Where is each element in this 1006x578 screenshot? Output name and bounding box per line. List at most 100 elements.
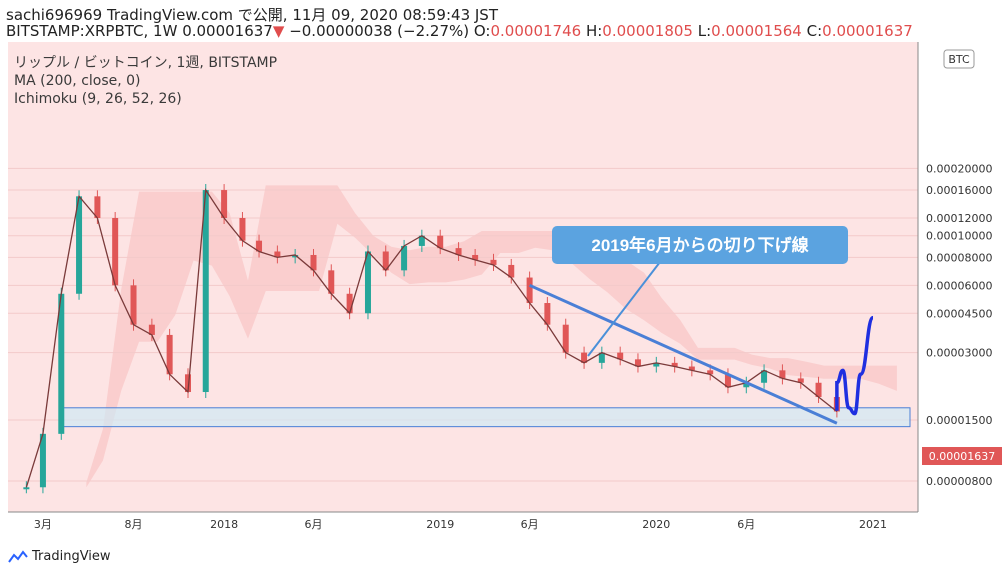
candle-body	[310, 254, 317, 271]
candle-body	[761, 370, 768, 383]
y-tick-label: 0.00003000	[926, 347, 992, 360]
candle-body	[562, 324, 569, 353]
y-tick-label: 0.00010000	[926, 230, 992, 243]
tradingview-logo-icon	[8, 549, 28, 563]
candle-body	[202, 190, 209, 393]
symbol-label: BITSTAMP:XRPBTC, 1W	[6, 22, 178, 40]
high-label: H:	[585, 22, 603, 40]
candle-body	[76, 196, 83, 294]
candle-body	[617, 352, 624, 360]
candle-body	[256, 240, 263, 252]
candle-body	[184, 374, 191, 393]
candle-body	[671, 362, 678, 367]
y-tick-label: 0.00008000	[926, 251, 992, 264]
candle-body	[526, 277, 533, 304]
high-value: 0.00001805	[602, 22, 693, 40]
candle-body	[39, 433, 46, 488]
x-tick-label: 2020	[642, 518, 670, 531]
annotation-box[interactable]	[552, 226, 848, 264]
y-tick-label: 0.00020000	[926, 162, 992, 175]
candle-body	[437, 235, 444, 249]
candle-body	[130, 285, 137, 325]
low-label: L:	[697, 22, 712, 40]
x-tick-label: 2018	[210, 518, 238, 531]
price-label-text: 0.00001637	[929, 450, 995, 463]
y-tick-label: 0.00000800	[926, 475, 992, 488]
candle-body	[346, 293, 353, 314]
x-tick-label: 8月	[125, 518, 143, 531]
candle-body	[239, 218, 246, 241]
y-tick-label: 0.00001500	[926, 414, 992, 427]
kumo-area	[86, 185, 897, 488]
x-tick-label: 2021	[859, 518, 887, 531]
candle-body	[112, 218, 119, 286]
close-value: 0.00001637	[822, 22, 913, 40]
candle-body	[455, 248, 462, 255]
x-axis: 3月 8月 2018 6月 2019 6月 2020 6月 2021	[34, 518, 887, 531]
candle-body	[797, 378, 804, 383]
candle-body	[401, 245, 408, 271]
open-value: 0.00001746	[490, 22, 582, 40]
trendline[interactable]	[528, 283, 838, 425]
x-tick-label: 6月	[521, 518, 539, 531]
close-line	[25, 188, 838, 488]
last-price: 0.00001637	[182, 22, 273, 40]
publish-info: sachi696969 TradingView.com で公開, 11月 09,…	[6, 6, 498, 24]
forecast-path[interactable]	[835, 315, 875, 416]
candle-body	[274, 251, 281, 258]
y-tick-label: 0.00016000	[926, 184, 992, 197]
ohlc-bar: BITSTAMP:XRPBTC, 1W 0.00001637▼ −0.00000…	[6, 22, 913, 40]
x-tick-label: 2019	[426, 518, 454, 531]
candle-body	[634, 359, 641, 367]
candle-body	[653, 362, 660, 367]
candle-body	[581, 352, 588, 363]
candle-body	[364, 251, 371, 314]
low-value: 0.00001564	[711, 22, 802, 40]
candle-body	[382, 251, 389, 271]
candle-body	[724, 374, 731, 388]
candle-body	[688, 366, 695, 371]
candle-body	[166, 334, 173, 375]
open-label: O:	[473, 22, 491, 40]
y-tick-label: 0.00012000	[926, 212, 992, 225]
candle-body	[94, 196, 101, 218]
currency-badge	[943, 49, 975, 69]
x-tick-label: 3月	[34, 518, 52, 531]
annotation-text: 2019年6月からの切り下げ線	[591, 235, 808, 255]
support-zone	[61, 407, 911, 428]
candle-body	[815, 382, 822, 397]
candle-body	[328, 270, 335, 294]
candle-body	[472, 254, 479, 260]
x-tick-label: 6月	[305, 518, 323, 531]
candle-body	[58, 293, 65, 434]
legend-pair: リップル / ビットコイン, 1週, BITSTAMP	[14, 55, 277, 71]
candle-body	[743, 382, 750, 388]
candle-body	[707, 370, 714, 375]
candle-body	[508, 264, 515, 278]
candle-body	[221, 190, 228, 218]
close-label: C:	[806, 22, 823, 40]
ichimoku-cloud	[86, 185, 897, 488]
x-tick-label: 6月	[737, 518, 755, 531]
legend-ichimoku: Ichimoku (9, 26, 52, 26)	[14, 91, 182, 107]
candle-body	[779, 370, 786, 379]
down-arrow-icon: ▼	[272, 22, 285, 40]
callout-pointer	[587, 261, 661, 357]
candle-body	[544, 303, 551, 325]
change-value: −0.00000038 (−2.27%)	[289, 22, 470, 40]
price-label-box	[922, 447, 1002, 465]
candle-body	[598, 352, 605, 363]
legend-ma: MA (200, close, 0)	[14, 73, 141, 89]
candle-body	[292, 254, 299, 258]
candle-body	[418, 235, 425, 246]
y-tick-label: 0.00006000	[926, 279, 992, 292]
y-tick-label: 0.00004500	[926, 307, 992, 320]
candle-body	[490, 259, 497, 265]
currency-badge-text: BTC	[948, 53, 970, 66]
candle-body	[23, 487, 30, 490]
candle-body	[148, 324, 155, 335]
y-axis: 0.00000800 0.00001500 0.00003000 0.00004500…	[926, 162, 992, 488]
footer: TradingView	[8, 549, 111, 564]
footer-brand: TradingView	[32, 549, 111, 564]
